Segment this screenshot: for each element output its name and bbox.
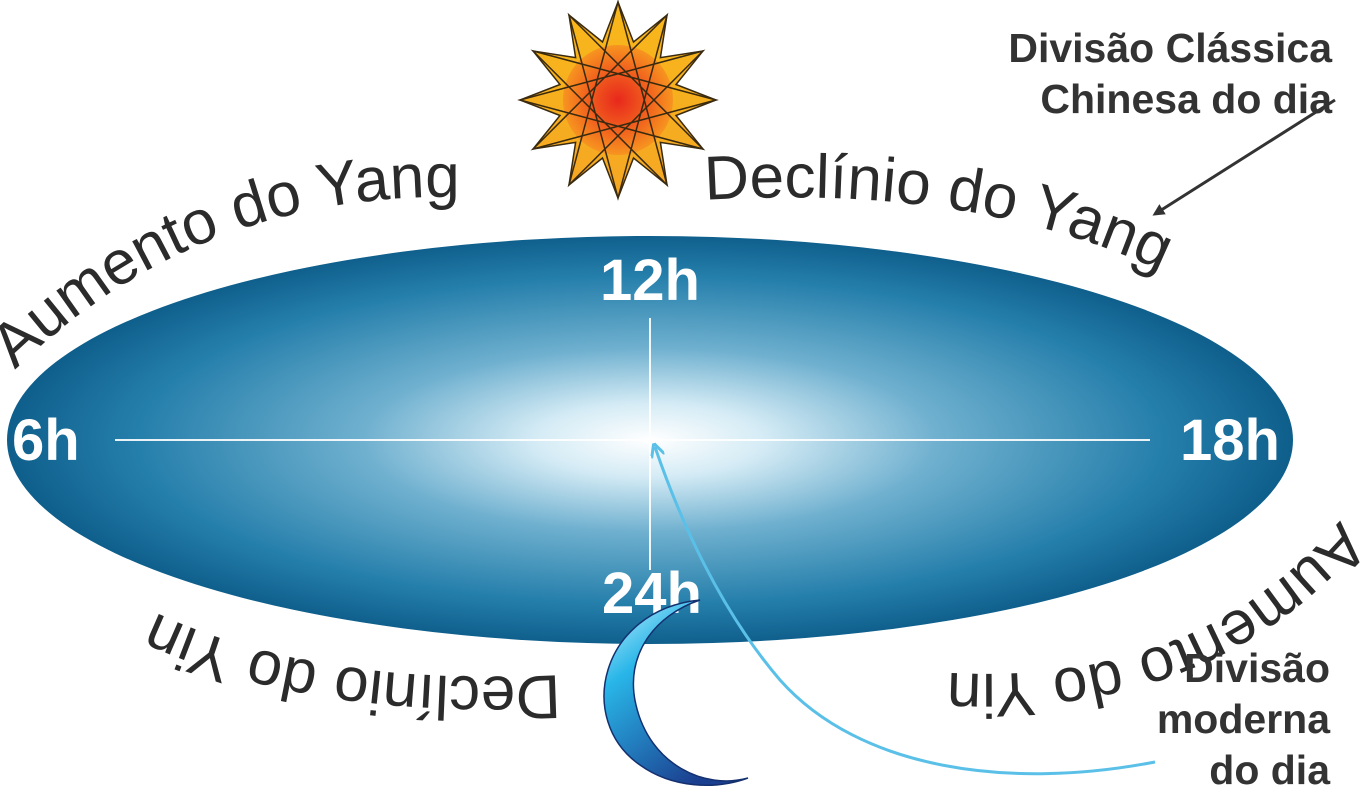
sun-icon — [517, 0, 719, 201]
modern-division-arrow — [655, 447, 1156, 776]
crescent-moon-icon — [603, 599, 749, 786]
modern-division-label-line2: moderna — [1157, 696, 1331, 742]
classic-division-label-line2: Chinesa do dia — [1040, 76, 1333, 122]
hour-label-18h: 18h — [1180, 408, 1280, 473]
modern-division-label-line3: do dia — [1209, 747, 1331, 793]
hour-label-6h: 6h — [12, 408, 80, 473]
classic-division-arrow — [1152, 98, 1336, 216]
hour-label-12h: 12h — [600, 248, 700, 313]
classic-division-label-line1: Divisão Clássica — [1008, 25, 1333, 71]
modern-division-label-line1: Divisão — [1184, 645, 1330, 691]
